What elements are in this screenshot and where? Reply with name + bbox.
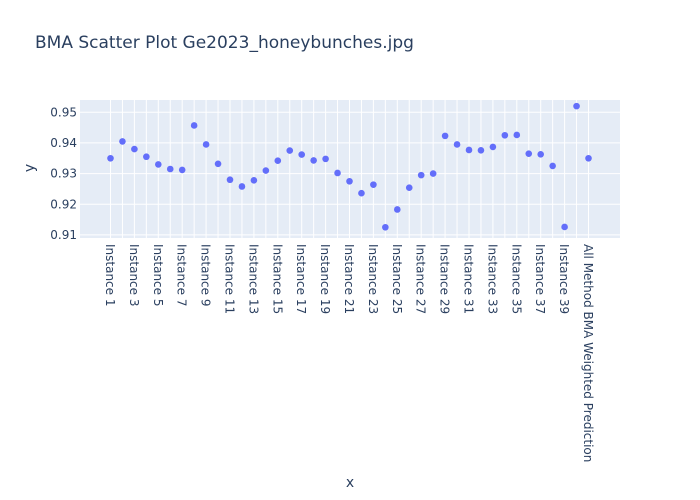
- data-points: [107, 102, 592, 231]
- data-point[interactable]: [155, 161, 162, 168]
- x-tick-label: Instance 19: [318, 244, 332, 314]
- y-tick-label: 0.93: [50, 167, 77, 181]
- x-tick-label: All Method BMA Weighted Prediction: [581, 244, 595, 462]
- data-point[interactable]: [143, 153, 150, 161]
- data-point[interactable]: [370, 181, 377, 188]
- data-point[interactable]: [178, 166, 186, 174]
- x-tick-label: Instance 39: [557, 244, 571, 314]
- x-tick-label: Instance 7: [175, 244, 189, 307]
- x-tick-label: Instance 13: [246, 244, 260, 314]
- data-point[interactable]: [334, 169, 341, 177]
- gridlines: [80, 100, 620, 238]
- data-point[interactable]: [226, 176, 234, 184]
- data-point[interactable]: [501, 131, 509, 139]
- data-point[interactable]: [131, 145, 138, 153]
- data-point[interactable]: [107, 154, 114, 162]
- y-tick-label: 0.92: [50, 197, 77, 211]
- x-tick-label: Instance 37: [533, 244, 547, 314]
- data-point[interactable]: [202, 141, 210, 148]
- data-point[interactable]: [346, 177, 353, 185]
- data-point[interactable]: [477, 146, 485, 154]
- data-point[interactable]: [417, 171, 425, 179]
- data-point[interactable]: [549, 162, 556, 170]
- data-point[interactable]: [238, 183, 246, 190]
- data-point[interactable]: [525, 150, 533, 157]
- data-point[interactable]: [310, 157, 317, 164]
- data-point[interactable]: [394, 206, 401, 213]
- data-point[interactable]: [322, 155, 329, 163]
- data-point[interactable]: [489, 143, 497, 151]
- data-point[interactable]: [119, 138, 126, 145]
- data-point[interactable]: [298, 151, 306, 158]
- data-point[interactable]: [262, 167, 270, 174]
- x-tick-label: Instance 11: [223, 244, 237, 314]
- data-point[interactable]: [513, 131, 521, 139]
- x-tick-label: Instance 9: [199, 244, 213, 307]
- y-axis-title: y: [22, 164, 38, 172]
- y-tick-label: 0.95: [50, 105, 77, 119]
- data-point[interactable]: [286, 147, 294, 154]
- x-tick-label: Instance 33: [485, 244, 499, 314]
- x-tick-label: Instance 15: [270, 244, 284, 314]
- x-tick-label: Instance 1: [103, 244, 117, 307]
- x-tick-label: Instance 25: [390, 244, 404, 314]
- data-point[interactable]: [274, 157, 282, 165]
- data-point[interactable]: [441, 132, 449, 140]
- x-tick-label: Instance 29: [438, 244, 452, 314]
- x-tick-label: Instance 17: [294, 244, 308, 314]
- data-point[interactable]: [405, 184, 413, 192]
- chart-title: BMA Scatter Plot Ge2023_honeybunches.jpg: [35, 33, 414, 53]
- data-point[interactable]: [453, 141, 461, 148]
- data-point[interactable]: [214, 160, 222, 168]
- data-point[interactable]: [429, 170, 437, 177]
- x-tick-label: Instance 35: [509, 244, 523, 314]
- data-point[interactable]: [382, 223, 389, 231]
- data-point[interactable]: [585, 154, 592, 162]
- y-axis-ticks: 0.91 0.92 0.93 0.94 0.95: [50, 105, 77, 242]
- data-point[interactable]: [190, 122, 198, 129]
- data-point[interactable]: [465, 146, 473, 154]
- x-tick-label: Instance 31: [462, 244, 476, 314]
- y-tick-label: 0.91: [50, 228, 77, 242]
- data-point[interactable]: [166, 165, 174, 173]
- x-tick-label: Instance 5: [151, 244, 165, 307]
- y-tick-label: 0.94: [50, 136, 77, 150]
- x-axis-title: x: [346, 475, 354, 491]
- x-axis-ticks: Instance 1 Instance 3 Instance 5 Instance 7…: [103, 244, 595, 462]
- x-tick-label: Instance 21: [342, 244, 356, 314]
- x-tick-label: Instance 3: [127, 244, 141, 307]
- x-tick-label: Instance 27: [414, 244, 428, 314]
- data-point[interactable]: [537, 150, 544, 158]
- data-point[interactable]: [573, 102, 580, 110]
- data-point[interactable]: [250, 177, 258, 184]
- data-point[interactable]: [561, 223, 568, 231]
- data-point[interactable]: [358, 189, 365, 197]
- x-tick-label: Instance 23: [366, 244, 380, 314]
